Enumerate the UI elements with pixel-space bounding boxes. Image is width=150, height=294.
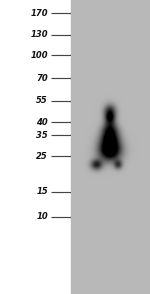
Text: 35: 35 — [36, 131, 48, 140]
Text: 55: 55 — [36, 96, 48, 105]
Text: 170: 170 — [30, 9, 48, 18]
Bar — [70, 0, 150, 294]
Text: 10: 10 — [36, 213, 48, 221]
Text: 100: 100 — [30, 51, 48, 60]
Text: 40: 40 — [36, 118, 48, 126]
Bar — [0, 0, 70, 294]
Text: 15: 15 — [36, 187, 48, 196]
Text: 25: 25 — [36, 152, 48, 161]
Text: 70: 70 — [36, 74, 48, 83]
Text: 130: 130 — [30, 30, 48, 39]
